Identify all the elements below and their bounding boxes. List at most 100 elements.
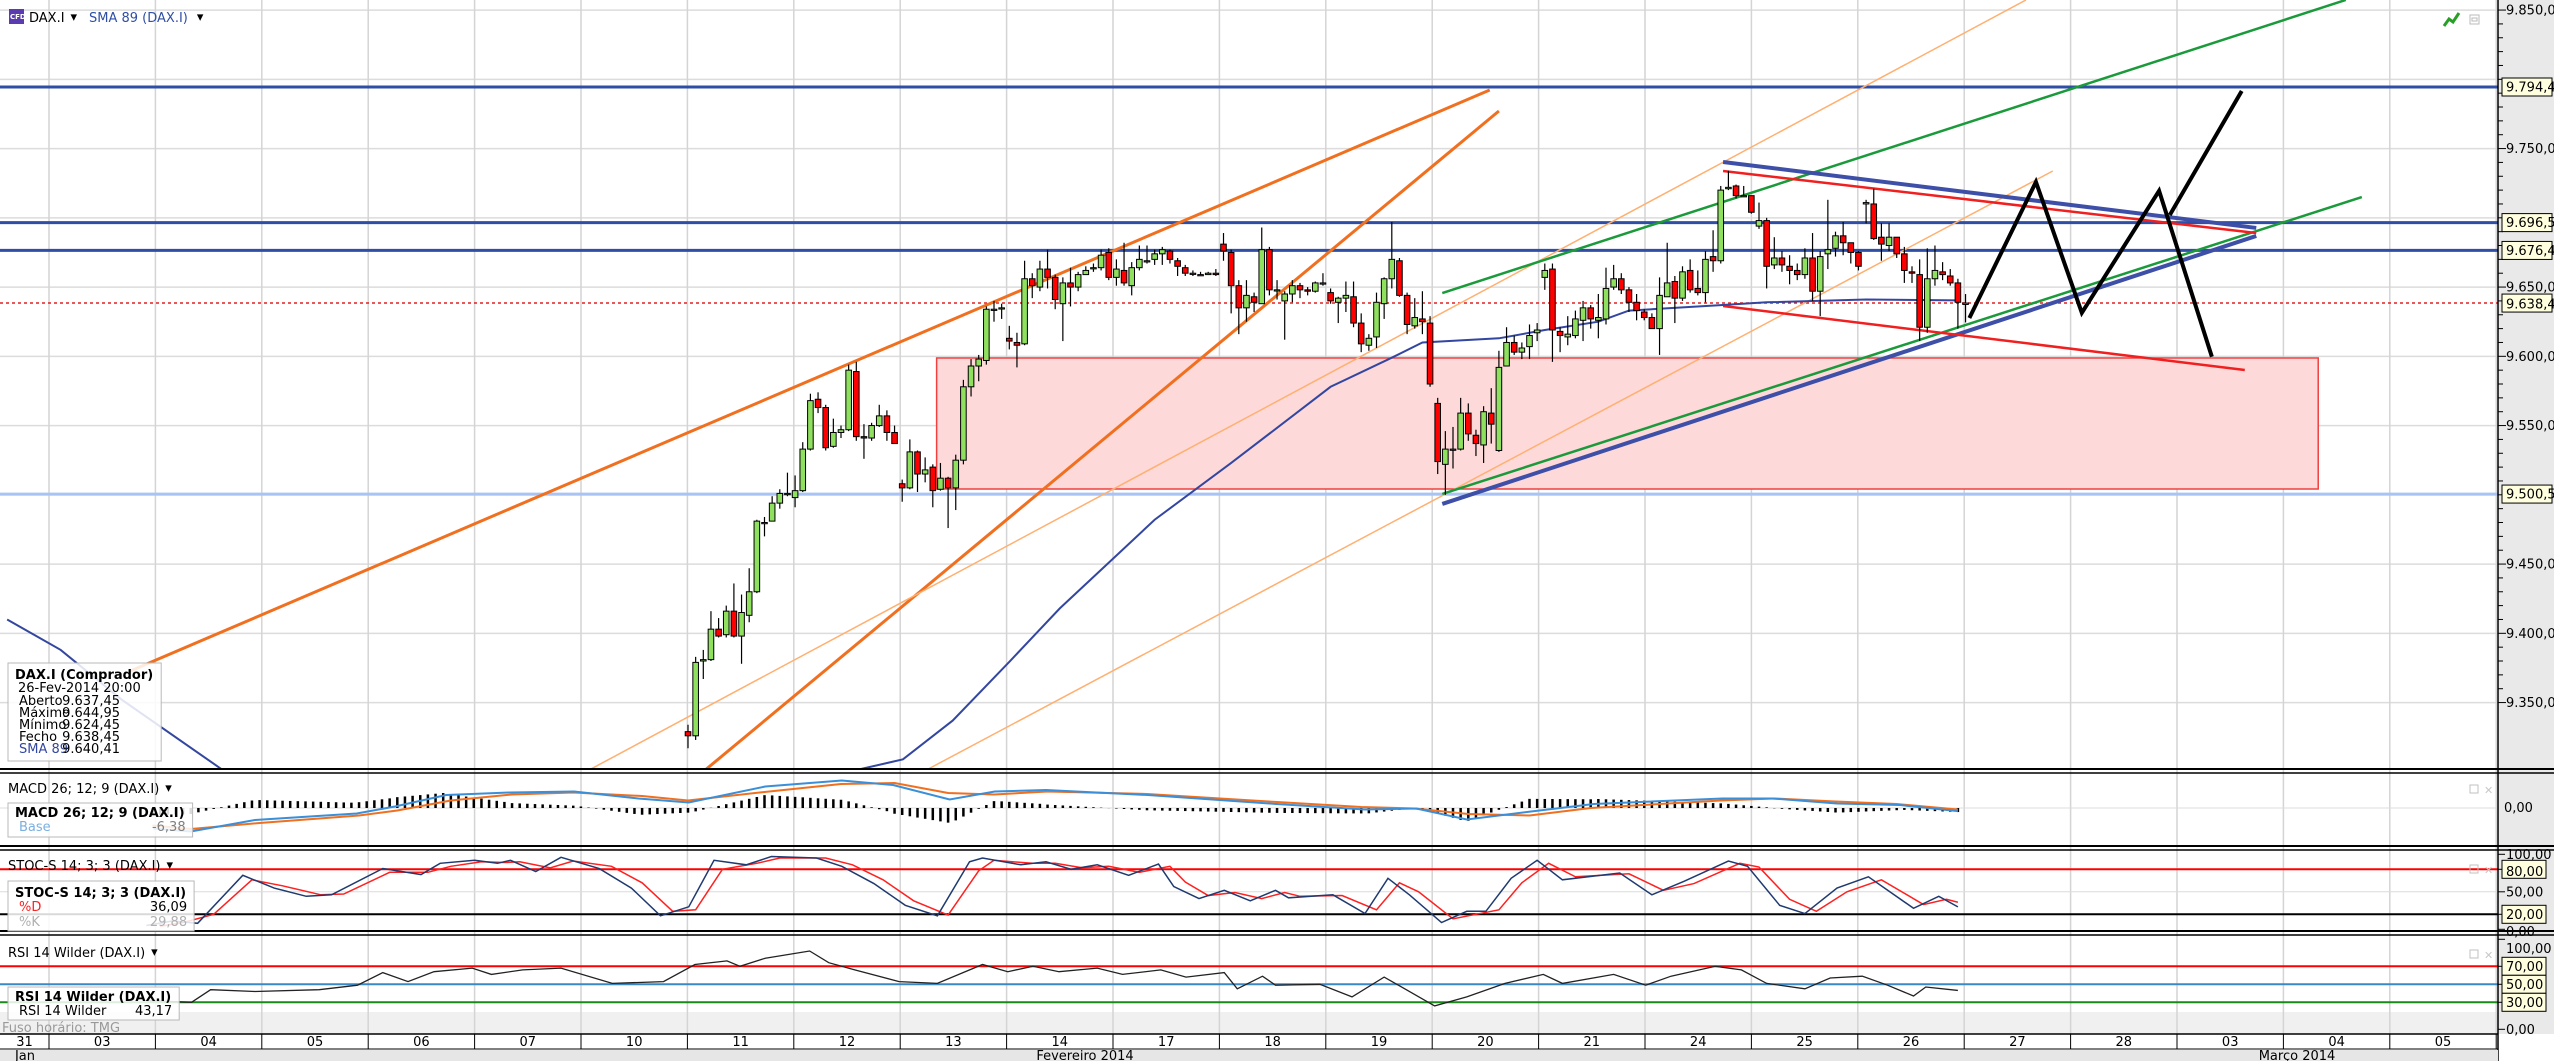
candle	[1916, 259, 1923, 342]
rsi-close-icon[interactable]: ✕	[2484, 949, 2493, 962]
day-label: 05	[307, 1035, 324, 1050]
price-marker-label: 9.696,54	[2506, 216, 2554, 231]
candle-body	[1533, 329, 1541, 334]
price-axis-label: 9.550,00	[2506, 419, 2554, 434]
macd-box-title: MACD 26; 12; 9 (DAX.I)	[15, 806, 185, 821]
candle-body	[1059, 282, 1067, 305]
indicator-selector[interactable]: SMA 89 (DAX.I)	[89, 11, 188, 26]
candle	[891, 425, 898, 445]
candle	[1189, 270, 1197, 276]
candle	[1640, 309, 1648, 321]
candle-body	[1686, 269, 1694, 291]
rsi-panel: RSI 14 Wilder (DAX.I) ▾ RSI 14 Wilder (D…	[2, 945, 2493, 1036]
candle-body	[1763, 220, 1770, 267]
stoch-box-title: STOC-S 14; 3; 3 (DAX.I)	[15, 886, 186, 901]
macd-selector[interactable]: MACD 26; 12; 9 (DAX.I)	[8, 782, 159, 797]
symbol-selector[interactable]: DAX.I	[29, 11, 65, 26]
info-value-close: 9.638,45	[62, 730, 120, 745]
candle	[1220, 233, 1227, 261]
stoch_panel-axis-label: 100,00	[2506, 848, 2552, 863]
candle-body	[1572, 318, 1579, 337]
candle-body	[768, 502, 776, 522]
chart-trend-icon[interactable]	[2442, 12, 2461, 27]
candle-body	[1419, 318, 1426, 323]
candle	[944, 476, 952, 529]
candle-body	[1946, 275, 1954, 284]
candle-body	[1434, 402, 1442, 463]
rsi-maximize-icon[interactable]	[2469, 949, 2479, 959]
candle-body	[952, 459, 960, 489]
info-box: DAX.I (Comprador) 26-Fev-2014 20:00 Aber…	[7, 662, 162, 762]
candle-body	[700, 659, 707, 662]
candle-body	[830, 431, 837, 447]
candle	[1579, 300, 1587, 342]
rsi-dropdown-arrow[interactable]: ▾	[151, 945, 158, 960]
stoch_panel-axis-label: 20,00	[2506, 908, 2543, 923]
macd-axis-zero: 0,00	[2504, 801, 2533, 816]
stoch-selector[interactable]: STOC-S 14; 3; 3 (DAX.I)	[8, 859, 161, 874]
candle	[1679, 266, 1686, 301]
candle-body	[1449, 448, 1457, 451]
candle	[1648, 313, 1656, 330]
candle-body	[730, 610, 738, 637]
candle-body	[1901, 253, 1908, 271]
candle	[1457, 397, 1464, 451]
day-label: 12	[839, 1035, 856, 1050]
rsi-selector[interactable]: RSI 14 Wilder (DAX.I)	[8, 946, 145, 961]
candle-body	[1296, 285, 1304, 291]
candle-body	[967, 365, 975, 388]
candle-body	[1457, 412, 1464, 450]
candle-body	[1816, 256, 1824, 292]
candle	[1006, 325, 1013, 350]
candle-body	[1013, 341, 1021, 346]
rsi_panel-axis-label: 50,00	[2506, 978, 2543, 993]
maximize-icon[interactable]	[2469, 14, 2480, 25]
candle	[1556, 327, 1564, 353]
month-label: Jan	[14, 1049, 35, 1061]
day-label: 13	[945, 1035, 962, 1050]
macd-dropdown-arrow[interactable]: ▾	[165, 781, 172, 796]
macd-maximize-icon[interactable]	[2469, 784, 2479, 794]
candle-body	[1472, 434, 1480, 445]
macd-close-icon[interactable]: ✕	[2484, 784, 2493, 797]
day-label: 07	[520, 1035, 537, 1050]
stoch-close-icon[interactable]: ✕	[2484, 864, 2493, 877]
day-label: 31	[16, 1035, 33, 1050]
trendline	[2168, 89, 2244, 217]
candle	[1924, 248, 1931, 333]
candle-body	[883, 415, 891, 433]
candle	[1487, 388, 1495, 444]
candle	[1480, 406, 1487, 463]
candle	[952, 454, 960, 511]
candle	[1533, 323, 1541, 342]
rsi_panel-axis-label: 0,00	[2506, 1023, 2535, 1038]
rsi-box-title: RSI 14 Wilder (DAX.I)	[15, 990, 171, 1005]
candle	[1373, 292, 1380, 349]
candle	[983, 306, 990, 365]
candle	[1036, 260, 1044, 292]
rsi-plot	[0, 950, 2498, 1007]
candle-body	[715, 628, 722, 637]
candle	[1839, 221, 1847, 256]
stoch-maximize-icon[interactable]	[2469, 864, 2479, 874]
candle	[1143, 245, 1151, 264]
symbol-dropdown-arrow[interactable]: ▾	[71, 10, 78, 25]
candle	[998, 303, 1005, 319]
candle	[807, 393, 814, 451]
candle-body	[1051, 276, 1059, 301]
candle-body	[1855, 251, 1862, 267]
candle-body	[1396, 260, 1403, 296]
candle-body	[1633, 301, 1640, 312]
macd-line	[153, 779, 1959, 833]
rsi-panel-shade	[0, 1012, 2498, 1034]
candle	[1717, 185, 1725, 264]
candle	[1732, 184, 1740, 199]
stoch-dropdown-arrow[interactable]: ▾	[167, 858, 174, 873]
indicator-dropdown-arrow[interactable]: ▾	[197, 10, 204, 25]
candle-body	[1380, 278, 1388, 305]
candle	[1136, 245, 1143, 271]
candle-body	[929, 466, 937, 492]
candle	[960, 379, 967, 465]
